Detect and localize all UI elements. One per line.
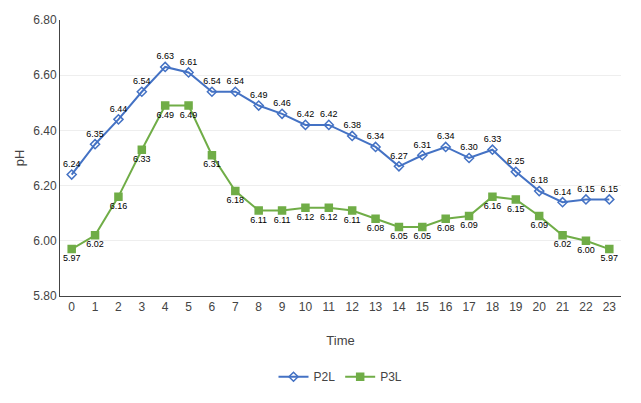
svg-text:22: 22 <box>579 300 593 314</box>
svg-text:9: 9 <box>279 300 286 314</box>
svg-text:6.60: 6.60 <box>33 68 57 82</box>
svg-text:6.30: 6.30 <box>460 142 478 152</box>
svg-text:20: 20 <box>533 300 547 314</box>
svg-text:6.15: 6.15 <box>577 184 595 194</box>
svg-text:18: 18 <box>486 300 500 314</box>
svg-text:pH: pH <box>12 150 27 167</box>
svg-text:6.44: 6.44 <box>110 104 128 114</box>
svg-text:6.54: 6.54 <box>203 76 221 86</box>
svg-text:8: 8 <box>255 300 262 314</box>
svg-text:6.27: 6.27 <box>390 151 408 161</box>
svg-text:17: 17 <box>462 300 476 314</box>
svg-text:6.38: 6.38 <box>343 120 361 130</box>
svg-text:6.42: 6.42 <box>297 109 315 119</box>
svg-text:13: 13 <box>369 300 383 314</box>
svg-text:6.31: 6.31 <box>414 140 432 150</box>
svg-text:6.05: 6.05 <box>414 231 432 241</box>
svg-text:6.24: 6.24 <box>63 159 81 169</box>
svg-text:11: 11 <box>323 300 336 314</box>
svg-text:6.33: 6.33 <box>133 154 151 164</box>
svg-text:P3L: P3L <box>380 370 402 384</box>
svg-text:19: 19 <box>509 300 523 314</box>
svg-text:6.08: 6.08 <box>437 223 455 233</box>
svg-text:6.54: 6.54 <box>133 76 151 86</box>
svg-text:6.09: 6.09 <box>530 220 548 230</box>
svg-text:6.12: 6.12 <box>297 212 315 222</box>
svg-text:6.02: 6.02 <box>554 239 572 249</box>
svg-text:6.09: 6.09 <box>460 220 478 230</box>
svg-text:6.02: 6.02 <box>86 239 104 249</box>
svg-text:6.34: 6.34 <box>367 131 385 141</box>
svg-text:6.12: 6.12 <box>320 212 338 222</box>
svg-text:7: 7 <box>232 300 239 314</box>
svg-text:6.42: 6.42 <box>320 109 338 119</box>
svg-text:21: 21 <box>556 300 570 314</box>
svg-text:6.00: 6.00 <box>33 234 57 248</box>
svg-text:Time: Time <box>326 333 354 348</box>
svg-text:6.34: 6.34 <box>437 131 455 141</box>
svg-text:6.25: 6.25 <box>507 156 525 166</box>
svg-text:5.97: 5.97 <box>601 253 619 263</box>
svg-text:6.18: 6.18 <box>530 175 548 185</box>
svg-text:6.00: 6.00 <box>577 245 595 255</box>
svg-text:6.15: 6.15 <box>601 184 619 194</box>
svg-text:6.49: 6.49 <box>156 110 174 120</box>
svg-text:10: 10 <box>299 300 313 314</box>
svg-text:6.40: 6.40 <box>33 124 57 138</box>
svg-text:16: 16 <box>439 300 453 314</box>
svg-text:6.16: 6.16 <box>110 201 128 211</box>
svg-text:5.80: 5.80 <box>33 289 57 303</box>
svg-text:6.11: 6.11 <box>274 215 291 225</box>
svg-text:6.11: 6.11 <box>250 215 267 225</box>
svg-text:6.80: 6.80 <box>33 13 57 27</box>
svg-text:6.05: 6.05 <box>390 231 408 241</box>
svg-text:6.18: 6.18 <box>227 195 245 205</box>
svg-text:6.46: 6.46 <box>273 98 291 108</box>
svg-text:6.61: 6.61 <box>180 57 198 67</box>
svg-text:P2L: P2L <box>314 370 336 384</box>
svg-text:6.20: 6.20 <box>33 179 57 193</box>
svg-text:6.35: 6.35 <box>86 129 104 139</box>
svg-text:6.08: 6.08 <box>367 223 385 233</box>
svg-text:6.11: 6.11 <box>344 215 361 225</box>
svg-text:2: 2 <box>115 300 122 314</box>
svg-text:6: 6 <box>209 300 216 314</box>
svg-text:12: 12 <box>346 300 360 314</box>
svg-text:0: 0 <box>68 300 75 314</box>
svg-text:6.49: 6.49 <box>250 90 268 100</box>
svg-text:1: 1 <box>92 300 99 314</box>
svg-text:4: 4 <box>162 300 169 314</box>
svg-text:14: 14 <box>392 300 406 314</box>
svg-text:5: 5 <box>185 300 192 314</box>
svg-text:6.63: 6.63 <box>156 51 174 61</box>
svg-text:15: 15 <box>416 300 430 314</box>
svg-text:6.54: 6.54 <box>227 76 245 86</box>
svg-text:6.16: 6.16 <box>484 201 502 211</box>
svg-text:6.31: 6.31 <box>203 159 221 169</box>
svg-text:23: 23 <box>603 300 617 314</box>
svg-text:5.97: 5.97 <box>63 253 81 263</box>
svg-text:6.33: 6.33 <box>484 134 502 144</box>
svg-text:3: 3 <box>138 300 145 314</box>
svg-text:6.14: 6.14 <box>554 187 572 197</box>
svg-text:6.15: 6.15 <box>507 204 525 214</box>
svg-text:6.49: 6.49 <box>180 110 198 120</box>
